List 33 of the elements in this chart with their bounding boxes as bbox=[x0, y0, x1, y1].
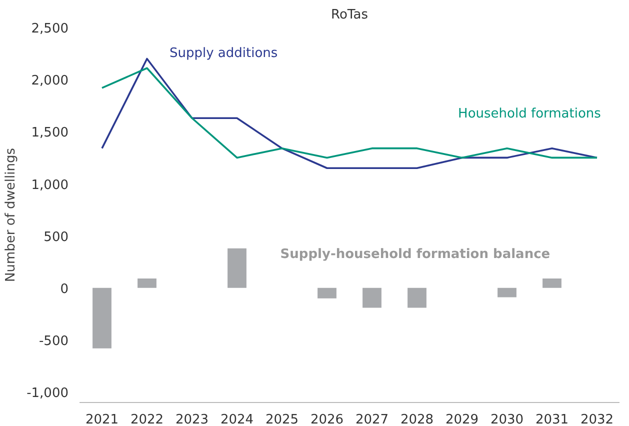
x-tick-label: 2026 bbox=[310, 412, 344, 426]
y-tick-label: 500 bbox=[44, 230, 69, 245]
x-tick-label: 2023 bbox=[175, 412, 209, 426]
y-tick-label: 0 bbox=[60, 282, 69, 297]
x-tick-label: 2030 bbox=[490, 412, 524, 426]
y-tick-label: 1,500 bbox=[31, 126, 68, 141]
text: Household formations bbox=[458, 106, 602, 122]
x-tick-label: 2025 bbox=[265, 412, 299, 426]
bar bbox=[318, 288, 336, 298]
x-tick-label: 2029 bbox=[445, 412, 479, 426]
y-tick-label: 2,500 bbox=[31, 22, 68, 36]
bar bbox=[362, 288, 382, 308]
x-tick-label: 2021 bbox=[85, 412, 119, 426]
bar bbox=[138, 278, 156, 288]
bar bbox=[542, 278, 562, 288]
bar bbox=[228, 248, 246, 288]
x-tick-label: 2022 bbox=[130, 412, 164, 426]
x-tick-label: 2031 bbox=[535, 412, 569, 426]
y-tick-label: -1,000 bbox=[26, 386, 69, 402]
x-tick-label: 2032 bbox=[580, 412, 614, 426]
bar bbox=[408, 288, 426, 308]
x-tick-label: 2028 bbox=[400, 412, 434, 426]
chart-title: RoTas bbox=[331, 8, 368, 22]
bar bbox=[92, 288, 112, 348]
x-tick-label: 2024 bbox=[220, 412, 254, 426]
series-label: Supply-household formation balance bbox=[280, 246, 550, 262]
bar bbox=[498, 288, 516, 298]
y-tick-label: 2,000 bbox=[31, 74, 68, 89]
y-axis-title: Number of dwellings bbox=[4, 148, 19, 282]
y-tick-label: 1,000 bbox=[31, 178, 68, 193]
x-tick-label: 2027 bbox=[355, 412, 389, 426]
y-tick-label: -500 bbox=[38, 334, 69, 349]
series-label: Supply additions bbox=[170, 46, 278, 61]
